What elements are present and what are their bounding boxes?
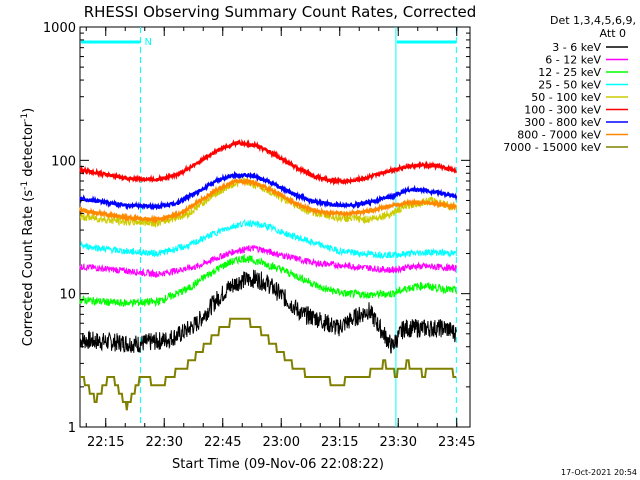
legend-header-line2: Att 0 (600, 27, 626, 40)
y-axis-label-mid: detector (21, 121, 36, 181)
legend-label: 7000 - 15000 keV (503, 141, 601, 154)
series-line (79, 269, 457, 354)
y-tick-label: 100 (51, 154, 76, 169)
plot-area: N (79, 26, 471, 428)
y-axis-label-sup2: -1 (20, 113, 30, 122)
series-lines (79, 138, 458, 411)
y-tick-label: 1000 (43, 21, 76, 36)
x-axis-label: Start Time (09-Nov-06 22:08:22) (172, 457, 384, 472)
x-tick-label: 22:30 (146, 435, 183, 450)
series-line (79, 218, 457, 260)
y-tick-label: 10 (59, 288, 76, 303)
legend-header-line1: Det 1,3,4,5,6,9, (550, 14, 636, 27)
y-axis: 1 10 100 1000 (43, 21, 470, 436)
night-flag: N (144, 37, 151, 48)
legend-label: 50 - 100 keV (531, 91, 601, 104)
legend-label: 3 - 6 keV (552, 41, 601, 54)
chart-title: RHESSI Observing Summary Count Rates, Co… (84, 3, 477, 21)
x-tick-label: 22:45 (204, 435, 241, 450)
legend-label: 6 - 12 keV (545, 54, 601, 67)
x-axis: 22:15 22:30 22:45 23:00 23:15 23:30 23:45 (85, 27, 475, 450)
y-axis-label: Corrected Count Rate (s-1 detector-1) (20, 108, 36, 346)
x-tick-label: 23:15 (321, 435, 358, 450)
series-line (79, 177, 458, 225)
x-tick-label: 23:00 (263, 435, 300, 450)
legend-label: 25 - 50 keV (538, 79, 601, 92)
x-tick-label: 22:15 (87, 435, 124, 450)
y-tick-label: 1 (68, 421, 76, 436)
series-line (80, 317, 457, 411)
legend-label: 800 - 7000 keV (517, 129, 601, 142)
series-line (79, 253, 457, 308)
series-line (79, 138, 457, 186)
series-line (79, 170, 458, 211)
series-line (79, 175, 457, 229)
legend-label: 300 - 800 keV (524, 116, 601, 129)
legend-label: 100 - 300 keV (524, 104, 601, 117)
legend-label: 12 - 25 keV (538, 66, 601, 79)
series-line (79, 244, 457, 279)
y-axis-label-end: ) (21, 108, 36, 113)
x-tick-label: 23:45 (438, 435, 475, 450)
y-axis-label-main: Corrected Count Rate (s (21, 190, 36, 347)
timestamp: 17-Oct-2021 20:54 (561, 468, 637, 477)
x-tick-label: 23:30 (380, 435, 417, 450)
y-axis-label-sup1: -1 (20, 181, 30, 190)
night-markers: N (81, 27, 457, 427)
